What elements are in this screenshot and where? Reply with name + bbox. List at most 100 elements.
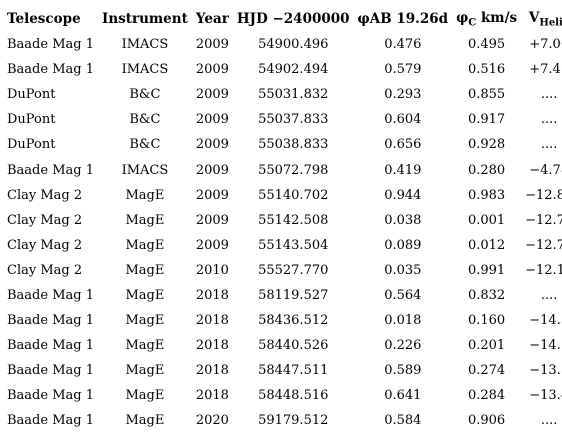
cell-year: 2009 [195, 212, 229, 228]
cell-phi-c: 0.284 [467, 388, 506, 404]
cell-telescope: Clay Mag 2 [7, 262, 83, 278]
table-row: Baade Mag 1 MagE 2018 58447.511 0.589 0.274 −1… [3, 358, 562, 383]
cell-instrument: IMACS [121, 62, 169, 78]
cell-hjd: 58448.516 [258, 388, 329, 404]
cell-phi-c: 0.983 [467, 187, 506, 203]
table-row: Clay Mag 2 MagE 2009 55140.702 0.944 0.983 −12… [3, 183, 562, 208]
cell-instrument: B&C [129, 87, 161, 103]
cell-hjd: 54902.494 [258, 62, 329, 78]
cell-year: 2018 [195, 287, 229, 303]
table-row: DuPont B&C 2009 55031.832 0.293 0.855.... [3, 82, 562, 107]
cell-year: 2009 [195, 87, 229, 103]
cell-year: 2020 [195, 413, 229, 429]
cell-vhelio: .... [540, 413, 558, 429]
table-row: Baade Mag 1 IMACS 2009 54900.496 0.476 0.495 +… [3, 32, 562, 57]
cell-year: 2018 [195, 338, 229, 354]
header-vhelio-subscript: Helio [539, 17, 562, 29]
cell-vhelio: .... [540, 287, 558, 303]
cell-hjd: 55143.504 [258, 237, 329, 253]
cell-hjd: 55038.833 [258, 137, 329, 153]
cell-phi-ab: 0.226 [384, 338, 422, 354]
cell-vhelio: −14.3 [529, 313, 562, 329]
cell-year: 2018 [195, 313, 229, 329]
observation-table: Telescope Instrument Year HJD −2400000 φ… [3, 6, 562, 434]
cell-phi-c: 0.991 [467, 262, 506, 278]
cell-phi-ab: 0.089 [384, 237, 422, 253]
cell-phi-ab: 0.656 [384, 137, 422, 153]
table-row: Baade Mag 1 MagE 2018 58119.527 0.564 0.832..… [3, 283, 562, 308]
cell-year: 2009 [195, 187, 229, 203]
cell-year: 2009 [195, 62, 229, 78]
cell-hjd: 55037.833 [258, 112, 329, 128]
table-row: Baade Mag 1 MagE 2018 58440.526 0.226 0.201 −1… [3, 333, 562, 358]
cell-phi-ab: 0.419 [384, 162, 422, 178]
cell-instrument: MagE [125, 212, 165, 228]
table-row: Clay Mag 2 MagE 2009 55143.504 0.089 0.012 −12… [3, 233, 562, 258]
table-row: Baade Mag 1 MagE 2018 58436.512 0.018 0.160 −1… [3, 308, 562, 333]
header-instrument: Instrument [102, 11, 188, 27]
cell-year: 2010 [195, 262, 229, 278]
cell-phi-c: 0.832 [467, 287, 506, 303]
cell-telescope: Baade Mag 1 [7, 338, 94, 354]
cell-instrument: B&C [129, 137, 161, 153]
cell-phi-ab: 0.584 [384, 413, 422, 429]
cell-year: 2009 [195, 137, 229, 153]
cell-year: 2009 [195, 162, 229, 178]
cell-phi-c: 0.280 [467, 162, 506, 178]
cell-phi-ab: 0.604 [384, 112, 422, 128]
cell-vhelio: .... [540, 112, 558, 128]
table-row: Baade Mag 1 MagE 2018 58448.516 0.641 0.284 −1… [3, 383, 562, 408]
cell-telescope: Baade Mag 1 [7, 62, 94, 78]
cell-phi-ab: 0.579 [384, 62, 422, 78]
table-row: Baade Mag 1 IMACS 2009 54902.494 0.579 0.516 +… [3, 57, 562, 82]
cell-hjd: 55031.832 [258, 87, 329, 103]
cell-telescope: Baade Mag 1 [7, 162, 94, 178]
table-header: Telescope Instrument Year HJD −2400000 φ… [3, 6, 562, 32]
table-row: Clay Mag 2 MagE 2010 55527.770 0.035 0.991 −12… [3, 258, 562, 283]
cell-instrument: B&C [129, 112, 161, 128]
cell-vhelio: −13.5 [529, 363, 562, 379]
cell-hjd: 59179.512 [258, 413, 329, 429]
cell-year: 2009 [195, 112, 229, 128]
cell-instrument: MagE [125, 313, 165, 329]
cell-hjd: 55072.798 [258, 162, 329, 178]
header-hjd: HJD −2400000 [236, 11, 350, 27]
cell-phi-c: 0.160 [467, 313, 506, 329]
cell-instrument: MagE [125, 363, 165, 379]
header-year: Year [195, 11, 229, 27]
header-telescope: Telescope [7, 11, 81, 27]
cell-vhelio: −12.88 [525, 187, 562, 203]
cell-telescope: Baade Mag 1 [7, 37, 94, 53]
header-vhelio: VHelio [521, 6, 562, 32]
cell-phi-ab: 0.589 [384, 363, 422, 379]
cell-instrument: IMACS [121, 162, 169, 178]
cell-vhelio: −4.78 [529, 162, 562, 178]
cell-telescope: Baade Mag 1 [7, 363, 94, 379]
cell-phi-c: 0.201 [467, 338, 506, 354]
cell-telescope: DuPont [7, 137, 56, 153]
cell-vhelio: −14.1 [529, 338, 562, 354]
cell-telescope: Baade Mag 1 [7, 413, 94, 429]
cell-phi-c: 0.917 [467, 112, 506, 128]
cell-year: 2018 [195, 363, 229, 379]
cell-phi-c: 0.274 [467, 363, 506, 379]
table-row: DuPont B&C 2009 55037.833 0.604 0.917.... [3, 107, 562, 132]
cell-phi-c: 0.855 [467, 87, 506, 103]
header-row: Telescope Instrument Year HJD −2400000 φ… [3, 6, 562, 32]
table-row: Baade Mag 1 MagE 2020 59179.512 0.584 0.906..… [3, 408, 562, 433]
cell-telescope: DuPont [7, 87, 56, 103]
cell-instrument: MagE [125, 338, 165, 354]
header-phi-ab: φAB 19.26d [357, 11, 449, 27]
cell-telescope: Clay Mag 2 [7, 187, 83, 203]
header-phi-c-symbol: φ [456, 9, 469, 26]
cell-hjd: 58447.511 [258, 363, 329, 379]
cell-vhelio: +7.41 [529, 62, 562, 78]
cell-phi-ab: 0.476 [384, 37, 422, 53]
header-phi-c-unit: km/s [476, 9, 518, 26]
table-row: Clay Mag 2 MagE 2009 55142.508 0.038 0.001 −12… [3, 208, 562, 233]
cell-vhelio: .... [540, 87, 558, 103]
cell-vhelio: +7.06 [529, 37, 562, 53]
header-vhelio-symbol: V [528, 9, 540, 26]
cell-phi-c: 0.516 [467, 62, 506, 78]
